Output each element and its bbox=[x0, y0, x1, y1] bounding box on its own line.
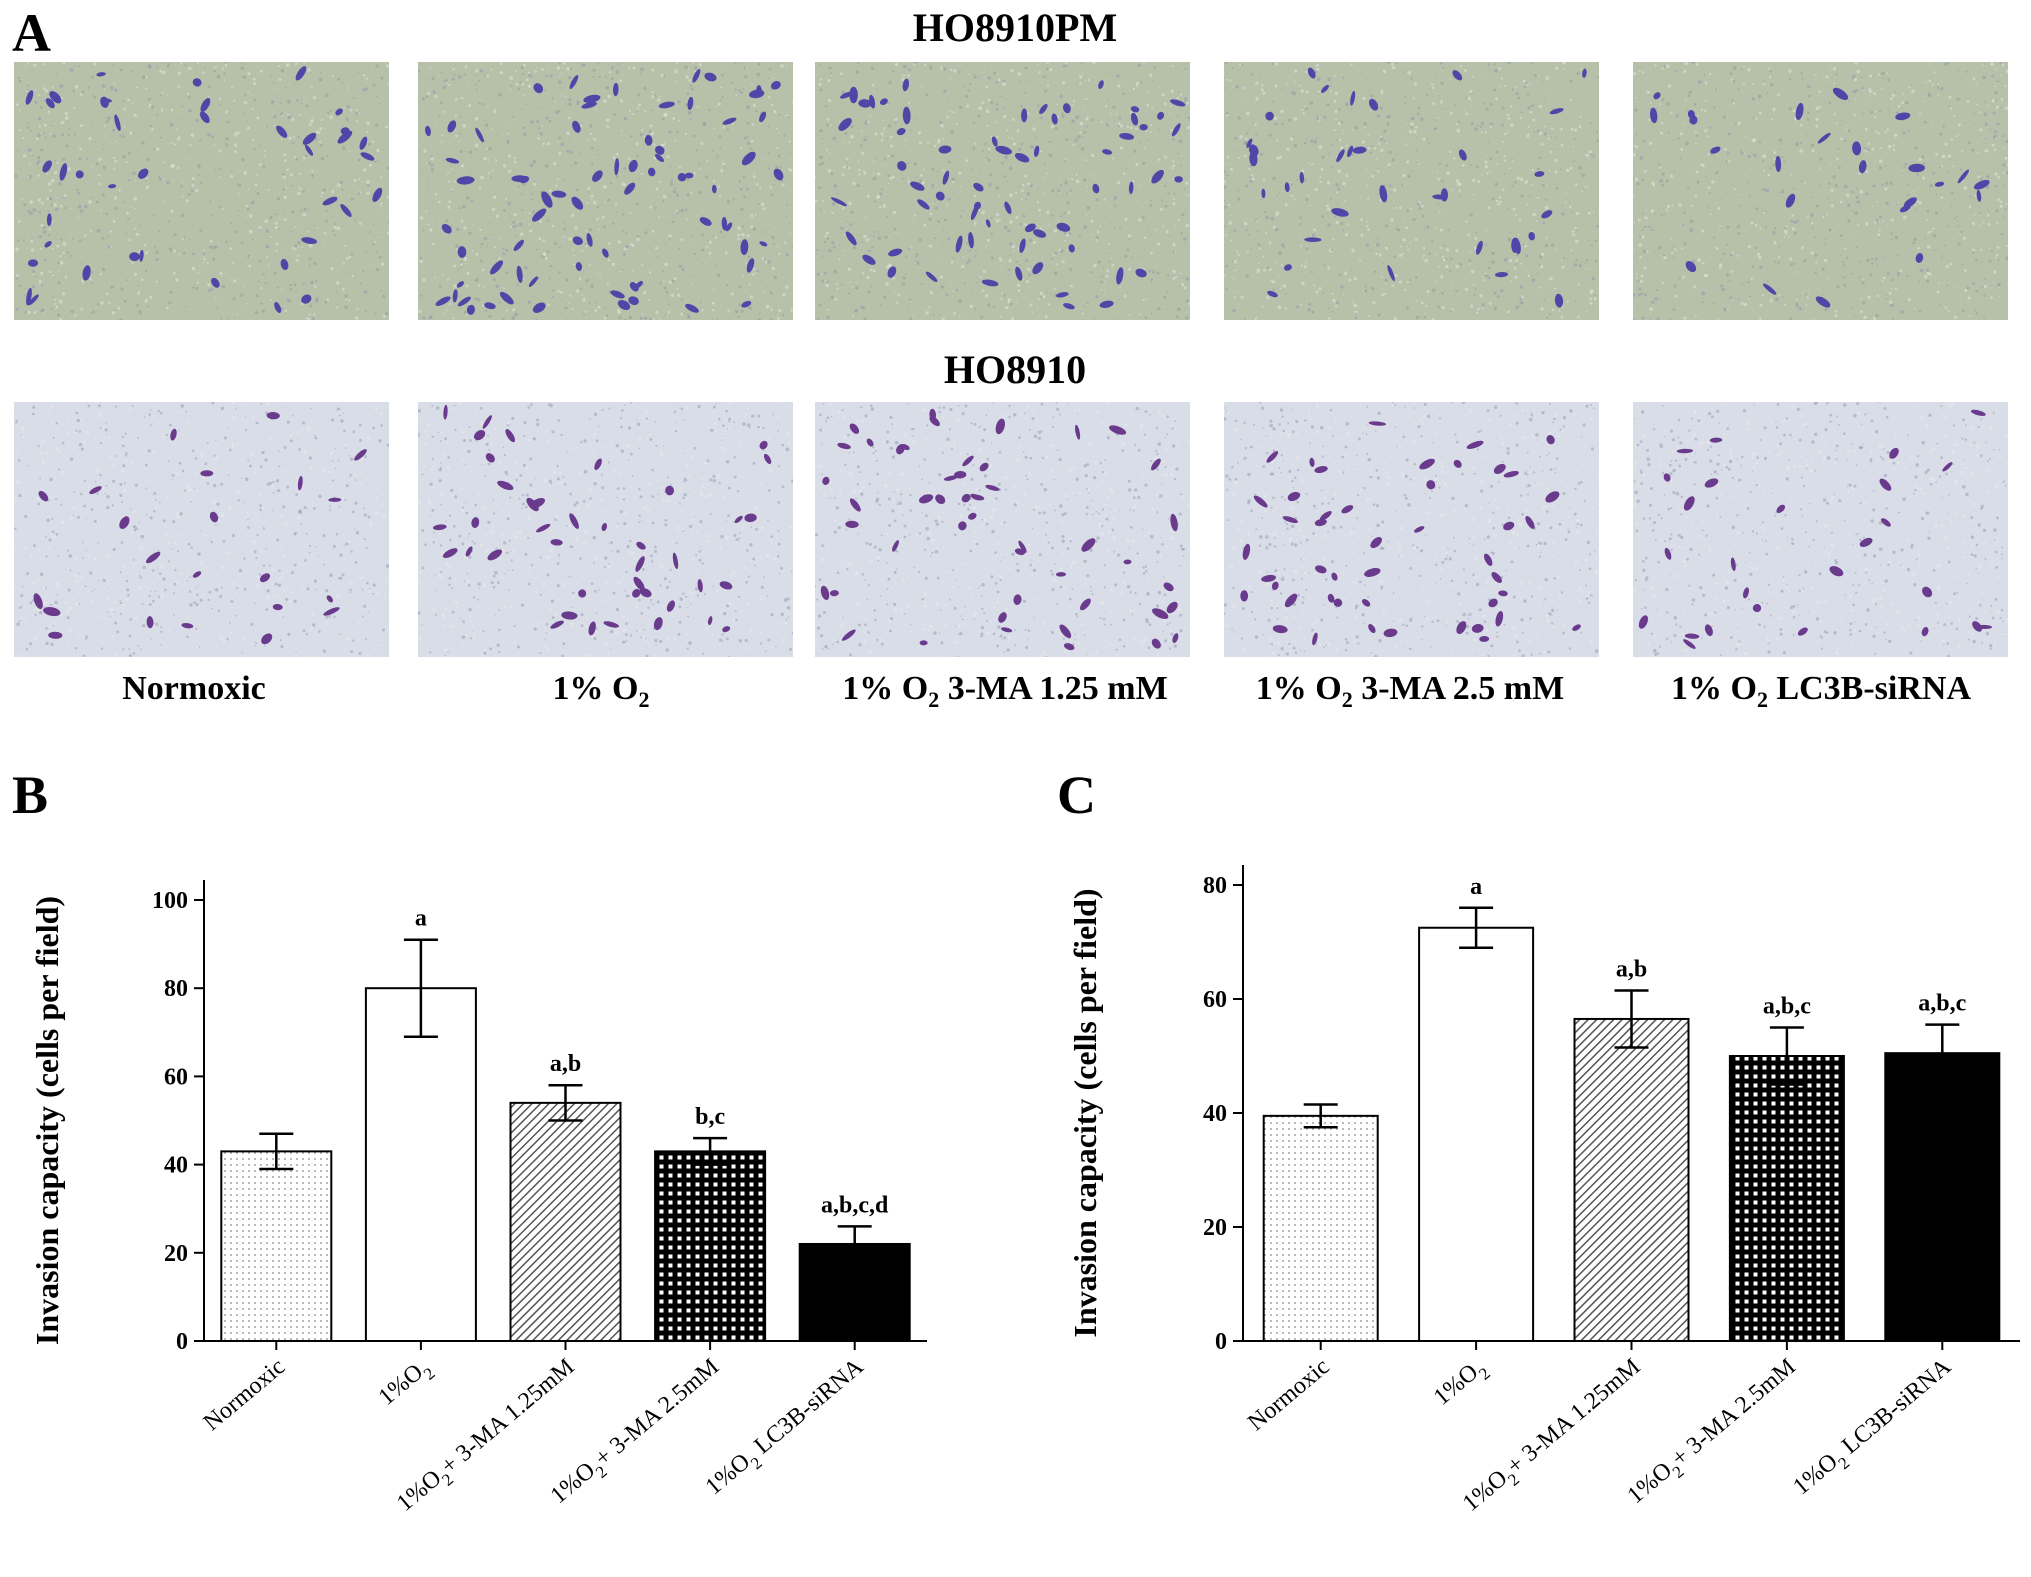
y-tick-label: 0 bbox=[1215, 1329, 1227, 1355]
y-axis-label: Invasion capacity (cells per field) bbox=[1067, 888, 1103, 1337]
y-tick-label: 20 bbox=[1203, 1215, 1227, 1241]
condition-label: 1% O2 3-MA 2.5 mM bbox=[1215, 670, 1605, 713]
micrograph bbox=[1633, 402, 2008, 657]
x-tick-label: 1%O2 bbox=[374, 1354, 439, 1416]
row-title-ho8910: HO8910 bbox=[665, 346, 1365, 393]
x-tick-label: 1%O2 bbox=[1429, 1354, 1494, 1416]
condition-label: Normoxic bbox=[0, 670, 389, 708]
micrograph bbox=[1224, 402, 1599, 657]
bar bbox=[1730, 1056, 1844, 1341]
bar-annotation: a,b bbox=[1616, 956, 1647, 982]
y-axis-label: Invasion capacity (cells per field) bbox=[29, 896, 65, 1345]
x-tick-label: Normoxic bbox=[199, 1354, 290, 1436]
condition-label: 1% O2 LC3B-siRNA bbox=[1626, 670, 2016, 713]
x-tick-label: Normoxic bbox=[1243, 1354, 1334, 1436]
condition-label: 1% O2 bbox=[406, 670, 796, 713]
micrograph bbox=[418, 62, 793, 320]
panel-label-c: C bbox=[1057, 768, 1096, 822]
bar-annotation: a bbox=[1470, 874, 1482, 900]
bar-annotation: a bbox=[415, 906, 427, 932]
micrograph bbox=[815, 62, 1190, 320]
x-tick-label: 1%O2 LC3B-siRNA bbox=[1788, 1353, 1960, 1505]
y-tick-label: 20 bbox=[164, 1241, 188, 1267]
bar-annotation: a,b bbox=[550, 1051, 581, 1077]
panel-label-b: B bbox=[12, 768, 48, 822]
bar bbox=[1885, 1053, 1999, 1341]
panel-label-a: A bbox=[12, 6, 51, 60]
bar-chart-b: 0 20 40 60 80 100 Invasion capacity (cells per… bbox=[0, 820, 1000, 1572]
bar bbox=[221, 1151, 331, 1341]
y-tick-label: 60 bbox=[164, 1064, 188, 1090]
bar-annotation: a,b,c bbox=[1763, 994, 1811, 1020]
bar bbox=[1264, 1116, 1378, 1341]
bar-annotation: a,b,c,d bbox=[821, 1192, 889, 1218]
condition-label: 1% O2 3-MA 1.25 mM bbox=[810, 670, 1200, 713]
micrograph bbox=[14, 62, 389, 320]
bar bbox=[1419, 928, 1533, 1341]
bar-chart-c: 0 20 40 60 80 Invasion capacity (cells per fi… bbox=[1040, 820, 2031, 1572]
y-tick-label: 40 bbox=[1203, 1101, 1227, 1127]
bar bbox=[655, 1151, 765, 1341]
bar-annotation: a,b,c bbox=[1918, 991, 1966, 1017]
micrograph bbox=[14, 402, 389, 657]
micrograph bbox=[418, 402, 793, 657]
row-title-ho8910pm: HO8910PM bbox=[665, 4, 1365, 51]
y-tick-label: 40 bbox=[164, 1153, 188, 1179]
bar bbox=[511, 1103, 621, 1341]
bar bbox=[366, 988, 476, 1341]
bar bbox=[1575, 1019, 1689, 1341]
y-tick-label: 0 bbox=[176, 1329, 188, 1355]
x-tick-label: 1%O2+ 3-MA 2.5mM bbox=[1623, 1354, 1805, 1514]
y-tick-label: 100 bbox=[152, 888, 188, 914]
y-tick-label: 80 bbox=[164, 976, 188, 1002]
micrograph bbox=[815, 402, 1190, 657]
x-tick-label: 1%O2 LC3B-siRNA bbox=[701, 1353, 873, 1505]
micrograph bbox=[1224, 62, 1599, 320]
y-tick-label: 60 bbox=[1203, 987, 1227, 1013]
y-tick-label: 80 bbox=[1203, 873, 1227, 899]
bar-annotation: b,c bbox=[695, 1104, 725, 1130]
micrograph bbox=[1633, 62, 2008, 320]
